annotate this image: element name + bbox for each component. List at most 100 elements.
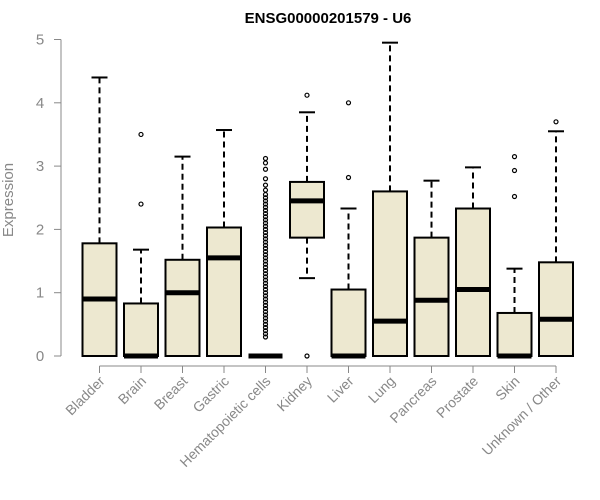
outlier-point xyxy=(262,299,269,305)
box-bladder xyxy=(81,76,118,358)
outlier-point xyxy=(262,245,269,251)
box-prostate xyxy=(455,166,491,357)
x-tick-label: Lung xyxy=(365,373,398,406)
box-skin xyxy=(496,154,533,359)
y-axis: 0 1 2 3 4 5 xyxy=(36,32,62,365)
x-tick-label: Liver xyxy=(324,373,357,406)
x-tick-label: Unknown / Other xyxy=(479,373,565,459)
iqr-box xyxy=(455,207,491,357)
outlier-point xyxy=(511,167,518,174)
box-lung xyxy=(372,41,408,357)
outlier-point xyxy=(262,264,269,270)
iqr-box xyxy=(123,302,159,357)
outlier-point xyxy=(262,302,269,308)
x-tick-label: Skin xyxy=(492,373,523,404)
outlier-point xyxy=(262,195,269,201)
outlier-point xyxy=(262,309,269,315)
outlier-point xyxy=(262,293,269,299)
outlier-point xyxy=(262,201,269,207)
outlier-point xyxy=(138,131,144,138)
y-tick-label: 1 xyxy=(36,285,44,302)
box-hematopoietic-cells xyxy=(248,155,283,359)
box-unknown-other xyxy=(538,119,574,358)
outlier-point xyxy=(262,274,269,280)
iqr-box xyxy=(538,261,574,358)
outlier-point xyxy=(262,331,269,337)
outlier-point xyxy=(262,248,269,255)
y-tick-label: 3 xyxy=(36,158,44,175)
iqr-box xyxy=(330,288,367,357)
outlier-point xyxy=(262,233,269,239)
iqr-box xyxy=(206,226,242,357)
outlier-point xyxy=(262,166,269,172)
outlier-point xyxy=(345,174,352,181)
outlier-point xyxy=(262,182,269,188)
y-axis-label: Expression xyxy=(0,163,17,237)
iqr-box xyxy=(289,180,325,239)
box-pancreas xyxy=(413,179,450,357)
outlier-point xyxy=(262,283,269,289)
box-breast xyxy=(164,155,201,357)
outlier-point xyxy=(262,258,269,264)
outlier-point xyxy=(262,239,269,245)
box-brain xyxy=(123,131,159,359)
outlier-point xyxy=(262,198,269,204)
outlier-point xyxy=(262,277,269,283)
outlier-point xyxy=(262,290,269,296)
outlier-point xyxy=(138,201,144,207)
outlier-point xyxy=(262,217,269,223)
outlier-point xyxy=(262,223,269,229)
box-gastric xyxy=(206,129,242,357)
x-tick-label: Brain xyxy=(115,373,149,407)
outlier-point xyxy=(553,119,559,125)
outlier-point xyxy=(262,286,269,293)
outlier-point xyxy=(262,312,269,318)
outlier-point xyxy=(262,210,269,217)
outlier-point xyxy=(262,226,269,232)
iqr-box xyxy=(372,190,408,357)
x-tick-label: Bladder xyxy=(62,373,108,419)
outlier-point xyxy=(304,92,310,98)
box-liver xyxy=(330,100,367,359)
x-tick-label: Prostate xyxy=(433,373,481,421)
box-kidney xyxy=(289,92,325,359)
outlier-point xyxy=(262,160,269,166)
outlier-point xyxy=(262,267,269,274)
y-tick-label: 5 xyxy=(36,32,44,49)
outlier-point xyxy=(262,252,269,258)
outlier-point xyxy=(262,305,269,312)
outlier-point xyxy=(262,204,269,210)
y-tick-label: 0 xyxy=(36,348,44,365)
outlier-point xyxy=(262,328,269,334)
iqr-box xyxy=(413,236,450,357)
outlier-point xyxy=(262,280,269,286)
outlier-point xyxy=(511,193,518,200)
outlier-point xyxy=(262,229,269,236)
outlier-point xyxy=(345,100,352,106)
outlier-point xyxy=(262,187,269,193)
outlier-point xyxy=(262,236,269,242)
outlier-point xyxy=(262,242,269,248)
box-group xyxy=(81,41,574,359)
outlier-point xyxy=(262,315,269,321)
iqr-box xyxy=(496,311,533,357)
iqr-box xyxy=(164,258,201,357)
outlier-point xyxy=(262,296,269,302)
x-tick-label: Kidney xyxy=(274,373,316,415)
outlier-point xyxy=(262,261,269,267)
outlier-point xyxy=(262,334,269,340)
outlier-point xyxy=(262,271,269,277)
outlier-point xyxy=(304,353,310,359)
outlier-point xyxy=(262,176,269,182)
y-tick-label: 2 xyxy=(36,221,44,238)
outlier-point xyxy=(262,220,269,226)
outlier-point xyxy=(511,154,518,160)
outlier-point xyxy=(262,255,269,261)
y-tick-label: 4 xyxy=(36,95,44,112)
outlier-point xyxy=(262,155,269,162)
x-tick-label: Breast xyxy=(151,373,191,413)
outlier-point xyxy=(262,207,269,214)
outlier-point xyxy=(262,321,269,327)
